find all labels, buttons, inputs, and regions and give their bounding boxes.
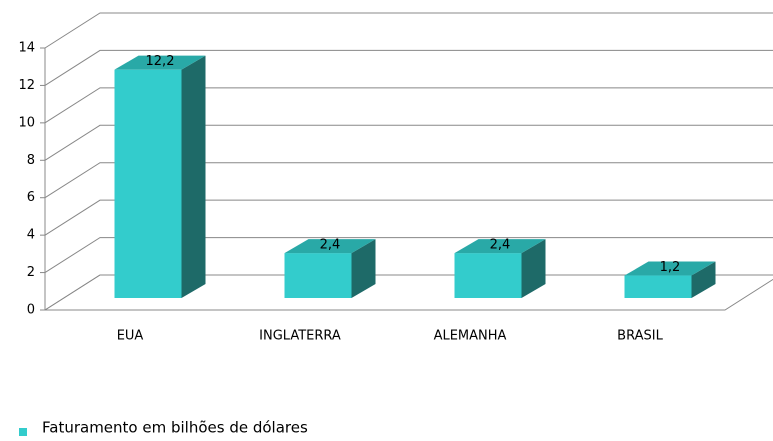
bar <box>114 69 182 298</box>
legend-swatch <box>19 428 27 436</box>
bar <box>454 253 522 298</box>
y-tick-label: 6 <box>27 190 35 205</box>
y-tick-label: 0 <box>27 303 35 318</box>
value-label: 12,2 <box>146 54 175 69</box>
bar-side <box>351 239 376 298</box>
grid-line <box>44 199 773 236</box>
value-label: 1,2 <box>660 260 681 275</box>
y-tick-label: 4 <box>27 228 35 243</box>
value-label: 2,4 <box>320 238 341 253</box>
bar <box>284 253 352 298</box>
bar-top <box>624 261 716 276</box>
grid-line <box>44 87 773 124</box>
y-tick-label: 8 <box>27 153 35 168</box>
grid-line <box>44 124 773 161</box>
x-tick-label: INGLATERRA <box>259 329 341 344</box>
grid-line <box>44 162 773 199</box>
grid-line <box>44 12 773 49</box>
bar-top <box>454 239 546 254</box>
y-tick-label: 10 <box>18 115 35 130</box>
value-label: 2,4 <box>490 238 511 253</box>
x-tick-label: BRASIL <box>617 329 663 344</box>
grid-line <box>44 49 773 86</box>
bar-top <box>114 55 206 70</box>
y-tick-label: 12 <box>18 78 35 93</box>
grid-line <box>44 237 773 273</box>
x-tick-label: ALEMANHA <box>434 329 507 344</box>
legend-label: Faturamento em bilhões de dólares <box>42 419 308 437</box>
bar-top <box>284 239 376 254</box>
y-tick-label: 14 <box>18 41 35 56</box>
x-tick-label: EUA <box>117 329 144 344</box>
y-tick-label: 2 <box>27 265 35 280</box>
bar <box>624 275 692 298</box>
bar-side <box>521 239 546 298</box>
bar-side <box>181 55 206 298</box>
grid-line <box>44 274 773 311</box>
bar-side <box>691 261 716 298</box>
